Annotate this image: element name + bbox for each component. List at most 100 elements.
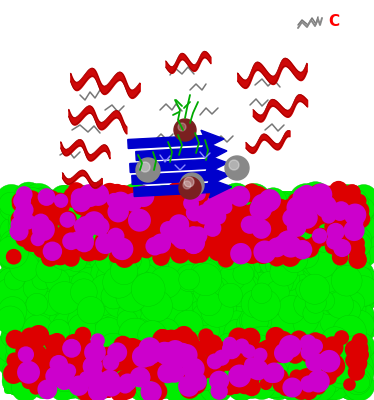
Point <box>122 214 128 220</box>
Point <box>48 268 54 275</box>
Point <box>85 372 91 379</box>
Point <box>29 199 35 205</box>
Point <box>309 214 315 221</box>
Point <box>302 228 308 234</box>
Point <box>89 295 95 302</box>
Point <box>257 352 263 358</box>
Point <box>291 364 297 371</box>
Point <box>76 272 82 278</box>
Point <box>132 302 138 308</box>
Point <box>169 302 175 309</box>
Point <box>25 322 31 329</box>
Point <box>56 216 62 222</box>
Point <box>309 240 315 246</box>
Point <box>281 348 287 354</box>
Point <box>23 360 29 367</box>
Point <box>280 297 286 304</box>
Point <box>358 216 364 222</box>
Point <box>99 223 105 230</box>
Point <box>19 324 25 331</box>
Point <box>361 230 367 237</box>
Point <box>341 198 347 204</box>
Point <box>247 202 253 208</box>
Point <box>239 330 245 336</box>
Point <box>89 206 95 212</box>
Point <box>259 279 265 286</box>
Point <box>316 191 322 197</box>
Point <box>344 310 350 317</box>
Point <box>242 376 248 383</box>
Point <box>26 376 32 383</box>
Point <box>48 214 54 220</box>
Point <box>70 311 76 317</box>
Point <box>184 338 190 345</box>
Point <box>296 213 302 219</box>
Point <box>177 199 183 205</box>
Point <box>310 282 316 288</box>
Point <box>119 214 125 220</box>
Point <box>340 364 346 370</box>
Point <box>180 350 186 356</box>
Point <box>165 206 171 212</box>
Point <box>255 318 261 324</box>
Point <box>182 216 188 222</box>
Point <box>218 345 224 352</box>
Point <box>226 223 232 229</box>
Point <box>277 370 283 376</box>
Point <box>105 204 111 210</box>
Point <box>218 269 224 275</box>
Point <box>162 285 168 291</box>
Point <box>44 270 50 276</box>
Point <box>246 294 252 300</box>
Point <box>68 238 74 244</box>
Point <box>295 255 301 262</box>
Point <box>165 361 171 367</box>
Point <box>248 341 254 347</box>
Point <box>193 384 199 390</box>
Point <box>147 323 153 330</box>
Point <box>162 198 168 204</box>
Point <box>42 202 48 208</box>
Point <box>265 346 271 353</box>
Point <box>208 196 214 203</box>
Point <box>240 343 246 349</box>
Point <box>14 226 20 232</box>
Point <box>354 207 360 214</box>
Point <box>306 217 312 223</box>
Point <box>115 304 121 311</box>
Point <box>20 274 26 280</box>
Point <box>243 284 249 290</box>
Point <box>43 349 49 355</box>
Point <box>110 346 116 352</box>
Point <box>103 363 109 369</box>
Point <box>337 233 343 239</box>
Point <box>301 346 307 352</box>
Point <box>324 275 329 282</box>
Point <box>80 230 86 236</box>
Point <box>298 246 304 253</box>
Point <box>34 309 40 316</box>
Point <box>315 264 321 271</box>
Point <box>225 274 231 280</box>
Point <box>347 271 353 277</box>
Point <box>154 388 160 394</box>
Point <box>264 302 270 308</box>
Point <box>64 290 70 296</box>
Point <box>188 348 194 354</box>
Point <box>260 384 266 390</box>
Point <box>42 237 47 243</box>
Point <box>316 286 322 292</box>
Point <box>278 279 284 286</box>
Point <box>238 360 244 366</box>
Point <box>288 234 294 241</box>
Point <box>263 282 269 288</box>
Point <box>173 230 179 236</box>
Point <box>285 346 291 352</box>
Point <box>259 348 265 354</box>
Point <box>214 334 220 341</box>
Point <box>261 339 267 345</box>
Point <box>286 206 292 212</box>
Point <box>331 347 337 353</box>
Point <box>276 327 282 333</box>
Point <box>232 214 237 220</box>
